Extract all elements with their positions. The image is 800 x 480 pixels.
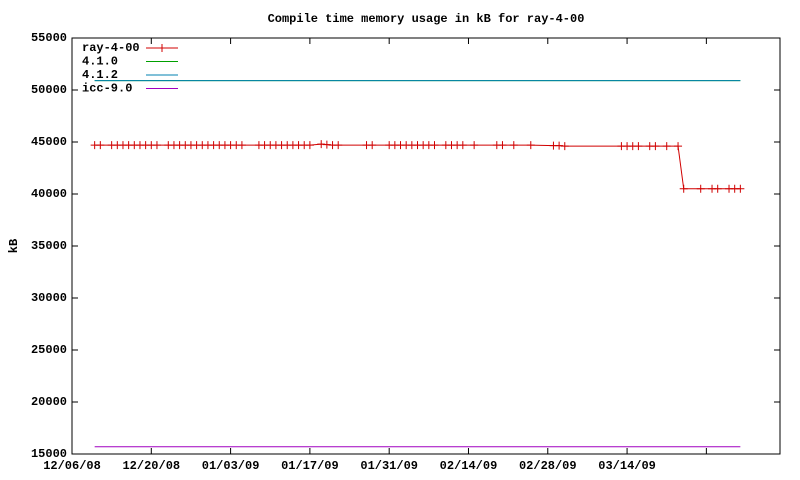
x-tick-label: 02/14/09 bbox=[440, 459, 498, 473]
point-marker bbox=[634, 142, 643, 151]
point-marker bbox=[96, 141, 105, 150]
legend-marker bbox=[158, 44, 166, 52]
point-marker bbox=[560, 142, 569, 151]
point-marker bbox=[509, 141, 518, 150]
point-marker bbox=[498, 141, 507, 150]
y-tick-label: 35000 bbox=[31, 239, 67, 253]
y-tick-label: 20000 bbox=[31, 395, 67, 409]
x-tick-label: 12/20/08 bbox=[122, 459, 180, 473]
x-tick-label: 01/03/09 bbox=[202, 459, 260, 473]
x-tick-label: 12/06/08 bbox=[43, 459, 101, 473]
chart-title: Compile time memory usage in kB for ray-… bbox=[268, 12, 585, 26]
y-tick-label: 25000 bbox=[31, 343, 67, 357]
y-axis-label: kB bbox=[7, 239, 21, 253]
point-marker bbox=[317, 140, 326, 149]
point-marker bbox=[152, 141, 161, 150]
x-tick-label: 01/31/09 bbox=[360, 459, 418, 473]
point-marker bbox=[674, 142, 683, 151]
y-tick-label: 40000 bbox=[31, 187, 67, 201]
legend-label: icc-9.0 bbox=[82, 82, 132, 96]
legend-label: ray-4-00 bbox=[82, 41, 140, 55]
legend-label: 4.1.2 bbox=[82, 68, 118, 82]
x-tick-label: 02/28/09 bbox=[519, 459, 577, 473]
series-line bbox=[94, 143, 741, 190]
point-marker bbox=[322, 140, 331, 149]
x-tick-label: 01/17/09 bbox=[281, 459, 339, 473]
y-tick-label: 55000 bbox=[31, 31, 67, 45]
point-marker bbox=[526, 141, 535, 150]
y-tick-label: 15000 bbox=[31, 447, 67, 461]
point-marker bbox=[651, 142, 660, 151]
point-marker bbox=[458, 141, 467, 150]
plot-border bbox=[71, 37, 781, 455]
point-marker bbox=[305, 141, 314, 150]
point-marker bbox=[334, 141, 343, 150]
point-marker bbox=[713, 184, 722, 193]
point-marker bbox=[662, 142, 671, 151]
point-marker bbox=[470, 141, 479, 150]
point-marker bbox=[736, 184, 745, 193]
point-marker bbox=[237, 141, 246, 150]
y-tick-label: 45000 bbox=[31, 135, 67, 149]
legend-label: 4.1.0 bbox=[82, 55, 118, 69]
point-marker bbox=[430, 141, 439, 150]
point-marker bbox=[696, 184, 705, 193]
x-tick-label: 03/14/09 bbox=[598, 459, 656, 473]
y-tick-label: 30000 bbox=[31, 291, 67, 305]
point-marker bbox=[368, 141, 377, 150]
point-marker bbox=[555, 141, 564, 150]
point-marker bbox=[679, 184, 688, 193]
y-tick-label: 50000 bbox=[31, 83, 67, 97]
